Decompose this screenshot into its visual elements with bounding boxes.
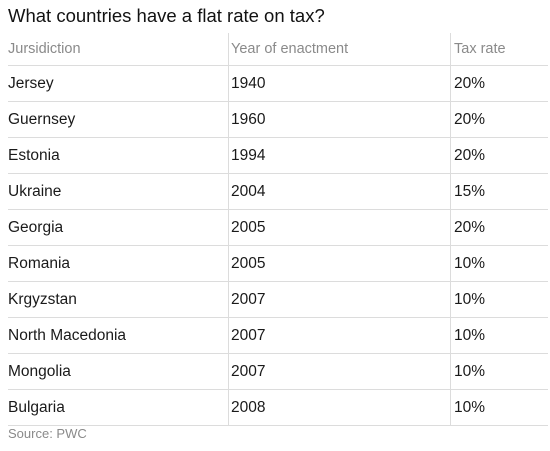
header-tax-rate: Tax rate (450, 33, 548, 65)
cell-year: 2007 (228, 354, 450, 389)
cell-jurisdiction: Estonia (8, 146, 60, 164)
cell-year: 2005 (228, 210, 450, 245)
cell-tax-rate: 10% (450, 318, 548, 353)
table-row: North Macedonia 2007 10% (8, 318, 548, 354)
cell-year: 1960 (228, 102, 450, 137)
table-row: Ukraine 2004 15% (8, 174, 548, 210)
cell-jurisdiction: Jersey (8, 74, 54, 92)
cell-tax-rate: 15% (450, 174, 548, 209)
cell-year: 2008 (228, 390, 450, 425)
table-row: Guernsey 1960 20% (8, 102, 548, 138)
cell-jurisdiction: Romania (8, 254, 71, 272)
cell-tax-rate: 20% (450, 210, 548, 245)
table-row: Bulgaria 2008 10% (8, 390, 548, 426)
table-row: Jersey 1940 20% (8, 66, 548, 102)
flat-tax-table: Jursidiction Year of enactment Tax rate … (8, 33, 548, 426)
table-row: Estonia 1994 20% (8, 138, 548, 174)
cell-year: 1994 (228, 138, 450, 173)
source-note: Source: PWC (8, 426, 87, 441)
cell-year: 2005 (228, 246, 450, 281)
table-row: Mongolia 2007 10% (8, 354, 548, 390)
header-year-of-enactment: Year of enactment (228, 33, 450, 65)
table-title: What countries have a flat rate on tax? (8, 5, 325, 26)
cell-tax-rate: 20% (450, 138, 548, 173)
table-header-row: Jursidiction Year of enactment Tax rate (8, 33, 548, 66)
table-row: Krgyzstan 2007 10% (8, 282, 548, 318)
cell-jurisdiction: Krgyzstan (8, 290, 77, 308)
table-row: Romania 2005 10% (8, 246, 548, 282)
table-row: Georgia 2005 20% (8, 210, 548, 246)
cell-tax-rate: 10% (450, 282, 548, 317)
cell-tax-rate: 10% (450, 354, 548, 389)
cell-jurisdiction: Mongolia (8, 362, 71, 380)
cell-year: 2007 (228, 318, 450, 353)
cell-year: 2004 (228, 174, 450, 209)
cell-tax-rate: 10% (450, 246, 548, 281)
cell-year: 1940 (228, 66, 450, 101)
cell-jurisdiction: Ukraine (8, 182, 62, 200)
cell-jurisdiction: Georgia (8, 218, 64, 236)
cell-jurisdiction: Bulgaria (8, 398, 65, 416)
cell-jurisdiction: Guernsey (8, 110, 76, 128)
cell-jurisdiction: North Macedonia (8, 326, 127, 344)
table-body: Jersey 1940 20% Guernsey 1960 20% Estonia 1994 2… (8, 66, 548, 426)
cell-tax-rate: 20% (450, 66, 548, 101)
header-jurisdiction: Jursidiction (8, 41, 81, 57)
cell-tax-rate: 10% (450, 390, 548, 425)
cell-tax-rate: 20% (450, 102, 548, 137)
cell-year: 2007 (228, 282, 450, 317)
